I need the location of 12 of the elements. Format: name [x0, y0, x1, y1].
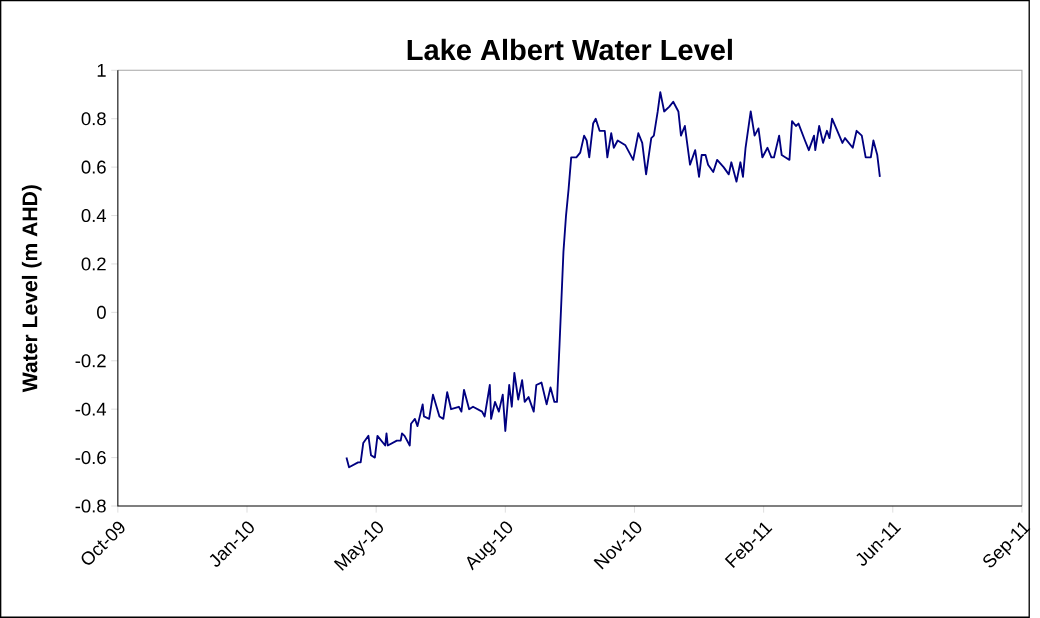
y-tick-label: -0.2: [75, 354, 106, 368]
y-tick-label: -0.6: [75, 451, 106, 465]
y-tick-label: 0.4: [81, 209, 107, 223]
chart-title: Lake Albert Water Level: [407, 38, 732, 61]
y-tick-label: -0.8: [75, 499, 106, 513]
y-tick-label: 0.2: [81, 257, 106, 271]
y-tick-label: 0: [97, 305, 106, 319]
y-tick-label: 1: [97, 63, 106, 77]
y-tick-label: -0.4: [75, 402, 107, 416]
y-tick-label: 0.8: [81, 112, 106, 126]
y-tick-label: 0.6: [81, 160, 106, 174]
y-axis-title: Water Level (m AHD): [21, 185, 42, 393]
